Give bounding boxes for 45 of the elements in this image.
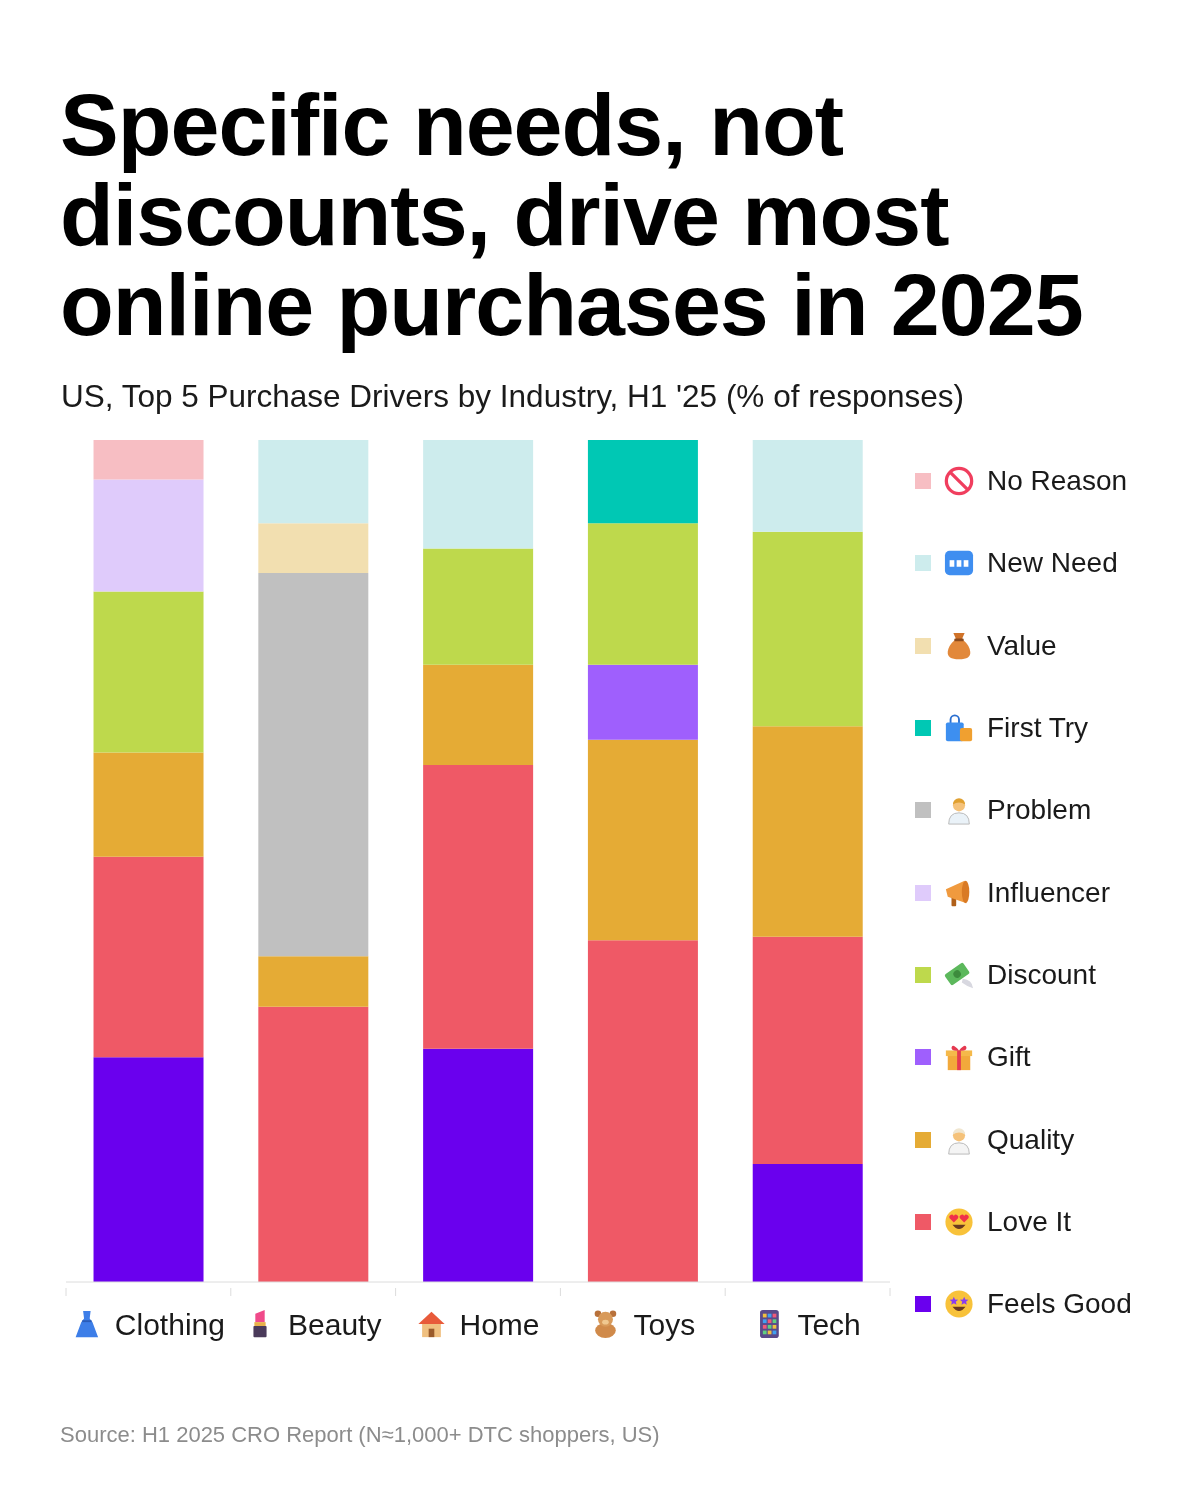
- bar: [258, 440, 369, 524]
- bar: [258, 956, 369, 1007]
- bar: [587, 440, 698, 524]
- bar: [423, 1048, 534, 1282]
- bar: [93, 591, 204, 753]
- legend-label: Value: [987, 629, 1057, 662]
- legend-label: Feels Good: [987, 1288, 1132, 1321]
- bar: [93, 440, 204, 480]
- bar: [93, 752, 204, 857]
- legend-label: Influencer: [987, 876, 1110, 909]
- legend-label: Gift: [987, 1041, 1031, 1074]
- bar: [423, 440, 534, 549]
- legend-label: First Try: [987, 712, 1089, 745]
- bar: [752, 726, 863, 937]
- x-tick-label: Beauty: [288, 1308, 382, 1341]
- chart-title: Specific needs, not discounts, drive most online purchases in 2025: [60, 75, 1084, 354]
- bar: [587, 523, 698, 665]
- bar: [93, 856, 204, 1058]
- legend-label: Quality: [987, 1123, 1075, 1156]
- bar: [258, 1006, 369, 1282]
- bar: [587, 739, 698, 941]
- x-tick-label: Toys: [633, 1308, 696, 1341]
- bar: [423, 548, 534, 665]
- bar: [93, 479, 204, 592]
- bar: [587, 664, 698, 740]
- bar: [258, 523, 369, 574]
- legend-label: New Need: [987, 547, 1118, 580]
- x-tick-label: Tech: [797, 1308, 861, 1341]
- legend-label: No Reason: [987, 465, 1128, 498]
- x-tick-label: Clothing: [114, 1308, 225, 1341]
- legend-label: Problem: [987, 794, 1092, 827]
- legend-label: Discount: [987, 958, 1096, 991]
- legend-label: Love It: [987, 1205, 1072, 1238]
- bar: [752, 531, 863, 727]
- bar: [587, 940, 698, 1282]
- bar: [258, 573, 369, 957]
- bar: [93, 1057, 204, 1282]
- bar: [423, 765, 534, 1049]
- bar: [752, 440, 863, 532]
- bar: [752, 936, 863, 1165]
- chart-subtitle: US, Top 5 Purchase Drivers by Industry, H1 '25 (% of responses): [61, 377, 964, 415]
- bar: [423, 664, 534, 766]
- x-tick-label: Home: [459, 1308, 540, 1341]
- source-note: Source: H1 2025 CRO Report (N≈1,000+ DTC shoppers, US): [60, 1422, 660, 1448]
- bar: [752, 1164, 863, 1282]
